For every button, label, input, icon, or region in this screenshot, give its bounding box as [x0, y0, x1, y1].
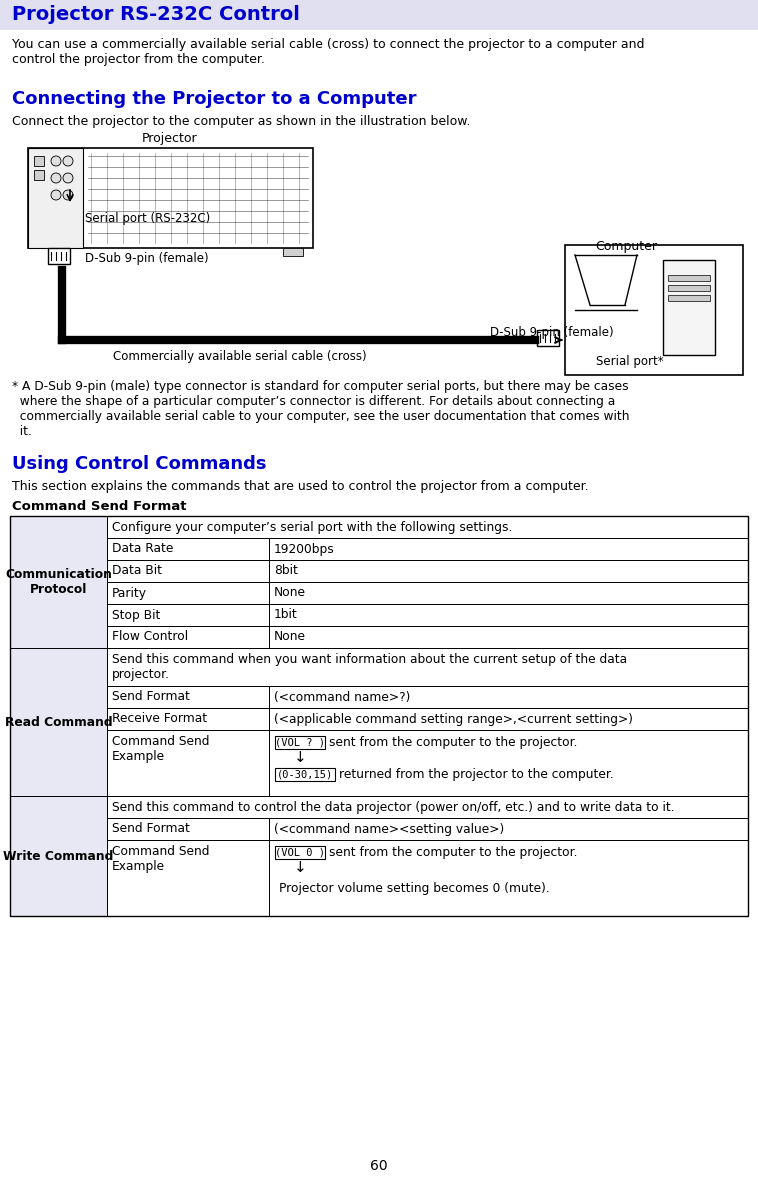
Text: Receive Format: Receive Format [112, 713, 207, 726]
Text: 1bit: 1bit [274, 609, 298, 622]
Circle shape [63, 173, 73, 184]
Text: Stop Bit: Stop Bit [112, 609, 161, 622]
Text: 8bit: 8bit [274, 565, 298, 578]
Text: (<applicable command setting range>,<current setting>): (<applicable command setting range>,<cur… [274, 713, 633, 726]
Text: Parity: Parity [112, 586, 147, 599]
Bar [107, 560, 269, 583]
Text: Projector RS-232C Control: Projector RS-232C Control [12, 5, 300, 24]
Text: returned from the projector to the computer.: returned from the projector to the compu… [339, 768, 614, 781]
Bar [34, 170, 44, 180]
Text: Flow Control: Flow Control [112, 631, 188, 643]
Circle shape [63, 189, 73, 200]
Circle shape [51, 156, 61, 166]
Text: Data Bit: Data Bit [112, 565, 162, 578]
Bar [34, 156, 44, 166]
Text: Serial port*: Serial port* [597, 355, 664, 368]
Bar [107, 583, 269, 604]
Bar [275, 847, 325, 860]
Text: ↓: ↓ [293, 861, 306, 875]
Text: ↓: ↓ [293, 751, 306, 766]
Bar [107, 839, 269, 916]
Bar [107, 538, 269, 560]
Bar [0, 0, 758, 30]
Bar [28, 148, 83, 247]
Bar [275, 736, 325, 749]
Text: Command Send
Example: Command Send Example [112, 735, 209, 762]
Bar [269, 708, 748, 731]
Bar [668, 275, 710, 281]
Bar [663, 260, 715, 355]
Text: Command Send Format: Command Send Format [12, 500, 186, 513]
Bar [269, 839, 748, 916]
Bar [269, 686, 748, 708]
Bar [107, 731, 269, 796]
Text: (VOL 0 ): (VOL 0 ) [275, 848, 325, 857]
Text: (VOL ? ): (VOL ? ) [275, 738, 325, 747]
Bar [269, 731, 748, 796]
Bar [269, 560, 748, 583]
Text: Command Send
Example: Command Send Example [112, 845, 209, 873]
Bar [269, 818, 748, 839]
Text: Using Control Commands: Using Control Commands [12, 455, 267, 472]
Text: Commercially available serial cable (cross): Commercially available serial cable (cro… [113, 350, 367, 363]
Bar [10, 516, 748, 916]
Text: You can use a commercially available serial cable (cross) to connect the project: You can use a commercially available ser… [12, 38, 644, 66]
Text: 19200bps: 19200bps [274, 542, 335, 555]
Text: Send Format: Send Format [112, 823, 190, 836]
Text: 60: 60 [370, 1159, 388, 1173]
Text: D-Sub 9-pin (female): D-Sub 9-pin (female) [85, 252, 208, 265]
Text: Configure your computer’s serial port with the following settings.: Configure your computer’s serial port wi… [112, 521, 512, 534]
Text: (0-30,15): (0-30,15) [277, 770, 333, 779]
Bar [107, 626, 269, 648]
Text: (<command name><setting value>): (<command name><setting value>) [274, 823, 504, 836]
Bar [107, 796, 748, 818]
Bar [107, 818, 269, 839]
Text: * A D-Sub 9-pin (male) type connector is standard for computer serial ports, but: * A D-Sub 9-pin (male) type connector is… [12, 380, 629, 438]
Text: sent from the computer to the projector.: sent from the computer to the projector. [329, 736, 578, 749]
Circle shape [51, 173, 61, 184]
Bar [48, 247, 70, 264]
Bar [269, 583, 748, 604]
Text: Send Format: Send Format [112, 690, 190, 703]
Text: Connect the projector to the computer as shown in the illustration below.: Connect the projector to the computer as… [12, 115, 471, 128]
Bar [269, 626, 748, 648]
Bar [107, 604, 269, 626]
Bar [668, 285, 710, 291]
Bar [107, 648, 748, 686]
Text: D-Sub 9-pin (female): D-Sub 9-pin (female) [490, 326, 614, 339]
Bar [107, 686, 269, 708]
Text: Projector: Projector [143, 131, 198, 144]
Text: (<command name>?): (<command name>?) [274, 690, 410, 703]
Text: Communication
Protocol: Communication Protocol [5, 568, 112, 596]
Circle shape [63, 156, 73, 166]
Bar [565, 245, 743, 375]
Text: Projector volume setting becomes 0 (mute).: Projector volume setting becomes 0 (mute… [279, 882, 550, 895]
Text: Write Command: Write Command [3, 849, 114, 862]
Bar [269, 604, 748, 626]
Text: This section explains the commands that are used to control the projector from a: This section explains the commands that … [12, 480, 589, 493]
Bar [269, 538, 748, 560]
Text: Data Rate: Data Rate [112, 542, 174, 555]
Bar [48, 247, 68, 256]
Bar [537, 330, 559, 346]
Text: Serial port (RS-232C): Serial port (RS-232C) [85, 212, 210, 225]
Text: Send this command when you want information about the current setup of the data
: Send this command when you want informat… [112, 654, 627, 681]
Text: Connecting the Projector to a Computer: Connecting the Projector to a Computer [12, 90, 416, 108]
Bar [10, 648, 107, 796]
Text: None: None [274, 631, 306, 643]
Text: Send this command to control the data projector (power on/off, etc.) and to writ: Send this command to control the data pr… [112, 800, 675, 813]
Bar [28, 148, 313, 247]
Bar [107, 708, 269, 731]
Text: sent from the computer to the projector.: sent from the computer to the projector. [329, 847, 578, 860]
Bar [668, 295, 710, 301]
Bar [107, 516, 748, 538]
Text: Computer: Computer [595, 240, 657, 253]
Bar [283, 247, 303, 256]
Circle shape [51, 189, 61, 200]
Bar [10, 796, 107, 916]
Bar [10, 516, 107, 648]
Text: Read Command: Read Command [5, 715, 112, 728]
Bar [275, 768, 335, 781]
Text: None: None [274, 586, 306, 599]
